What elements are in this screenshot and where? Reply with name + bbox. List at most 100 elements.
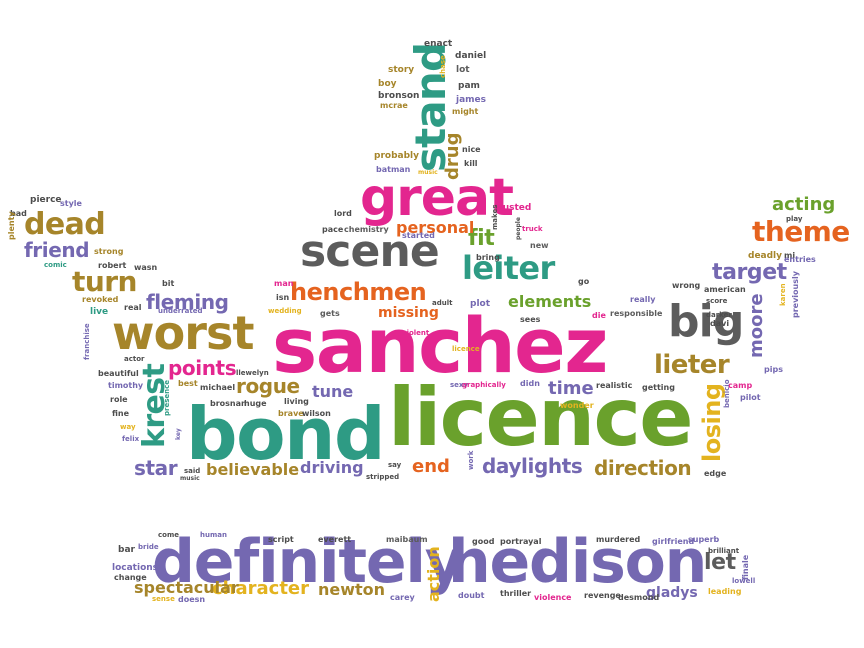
word: james [456,95,486,105]
word: strong [94,247,124,256]
word: edge [704,469,727,478]
word: theme [752,215,850,248]
word: pips [764,365,783,374]
word: huge [244,399,267,408]
word: best [178,379,198,388]
word: benicio [723,379,731,409]
word: desmond [618,593,660,602]
word: kill [464,159,478,168]
word: dead [24,207,106,242]
word: friend [24,238,90,262]
word: wilson [302,409,331,418]
word: licence [388,371,694,464]
word: violence [534,593,572,602]
word: lieter [654,350,730,380]
word: karen [779,283,787,306]
word: adult [432,299,453,307]
word: losing [698,383,726,462]
word: probably [374,151,419,161]
word: plot [470,299,491,309]
word: acting [772,194,836,215]
word: hedison [448,527,707,597]
word: daniel [455,51,487,61]
word: brosnan [210,399,247,408]
word: revoked [82,295,119,304]
word: carey [390,593,415,602]
word: music [180,475,200,482]
word: elements [508,292,592,311]
word: rogue [236,374,300,398]
word: fleming [146,290,229,314]
word: gladys [646,585,698,601]
word: score [706,297,728,305]
word: bad [10,209,27,218]
word: go [578,277,590,286]
word: felix [122,435,140,443]
word: getting [642,383,675,392]
word: girlfriend [652,537,695,546]
word: time [548,378,594,399]
word: bar [118,545,135,555]
word: wasn [134,263,158,272]
word: leiter [462,249,555,287]
word: camp [728,381,753,390]
word: didn [520,379,540,388]
word: deadly [748,251,783,261]
word: star [134,456,178,480]
word: plenty [7,211,16,240]
word: character [212,578,310,599]
word: robert [98,261,127,270]
word: definitely [152,527,464,597]
word: come [158,531,179,539]
word: worst [112,306,254,360]
word: new [530,241,549,250]
word: gets [320,309,340,318]
word: people [515,217,522,240]
word: beautiful [98,369,139,378]
word: previously [791,271,800,318]
word: action [424,546,443,602]
word: llewelyn [236,369,269,377]
word: timothy [108,381,144,390]
word: target [712,260,787,285]
word: end [412,456,450,477]
word: sense [152,595,175,603]
word: wrong [672,281,701,290]
word: trusted [494,203,532,213]
word: portrayal [500,537,542,546]
word: doesn [178,595,206,604]
word: bronson [378,91,420,101]
word: big [668,296,744,347]
word: direction [594,456,692,480]
word: change [114,573,147,582]
word: story [388,65,415,75]
word: entries [784,255,816,264]
word: chase [439,55,447,78]
word: leading [708,587,742,596]
word: superb [688,535,720,544]
word: pace [322,225,344,234]
word: believable [206,460,300,479]
word: franchise [83,323,91,360]
word: real [124,303,142,312]
word: newton [318,580,386,599]
word: started [402,231,435,240]
word: spectacular [134,578,239,597]
word: licence [452,345,480,353]
word: fit [468,226,495,251]
word: living [284,397,309,406]
word: boy [378,79,397,89]
word: mcrae [380,101,408,110]
word: die [592,311,606,320]
word: music [418,169,438,176]
word: chemistry [344,225,389,234]
word: points [168,356,237,380]
word: wonder [560,401,594,410]
word: drug [442,132,463,180]
word: batman [376,165,411,174]
word: good [472,537,495,546]
word: enact [424,39,453,49]
word: thriller [500,589,532,598]
word: great [360,168,514,228]
word: missing [378,305,439,321]
